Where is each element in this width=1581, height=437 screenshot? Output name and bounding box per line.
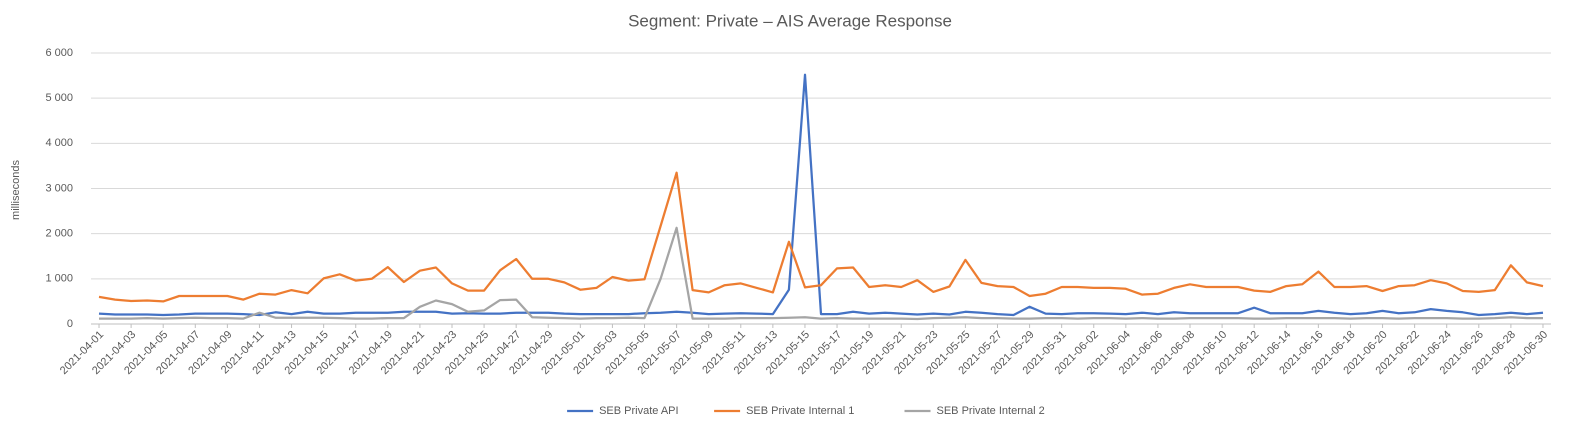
series-line bbox=[98, 73, 1544, 317]
y-axis-label: milliseconds bbox=[10, 160, 22, 220]
series-line bbox=[99, 226, 1543, 321]
y-tick-label: 0 bbox=[67, 318, 73, 330]
series-line bbox=[98, 171, 1544, 303]
y-tick-label: 2 000 bbox=[45, 228, 73, 240]
chart-title: Segment: Private – AIS Average Response bbox=[628, 11, 952, 30]
y-tick-label: 4 000 bbox=[45, 137, 73, 149]
legend-label: SEB Private API bbox=[599, 405, 678, 417]
y-tick-label: 5 000 bbox=[45, 92, 73, 104]
legend-label: SEB Private Internal 1 bbox=[746, 405, 854, 417]
legend-label: SEB Private Internal 2 bbox=[937, 405, 1045, 417]
y-tick-label: 1 000 bbox=[45, 273, 73, 285]
y-tick-label: 6 000 bbox=[45, 47, 73, 59]
y-tick-label: 3 000 bbox=[45, 182, 73, 194]
